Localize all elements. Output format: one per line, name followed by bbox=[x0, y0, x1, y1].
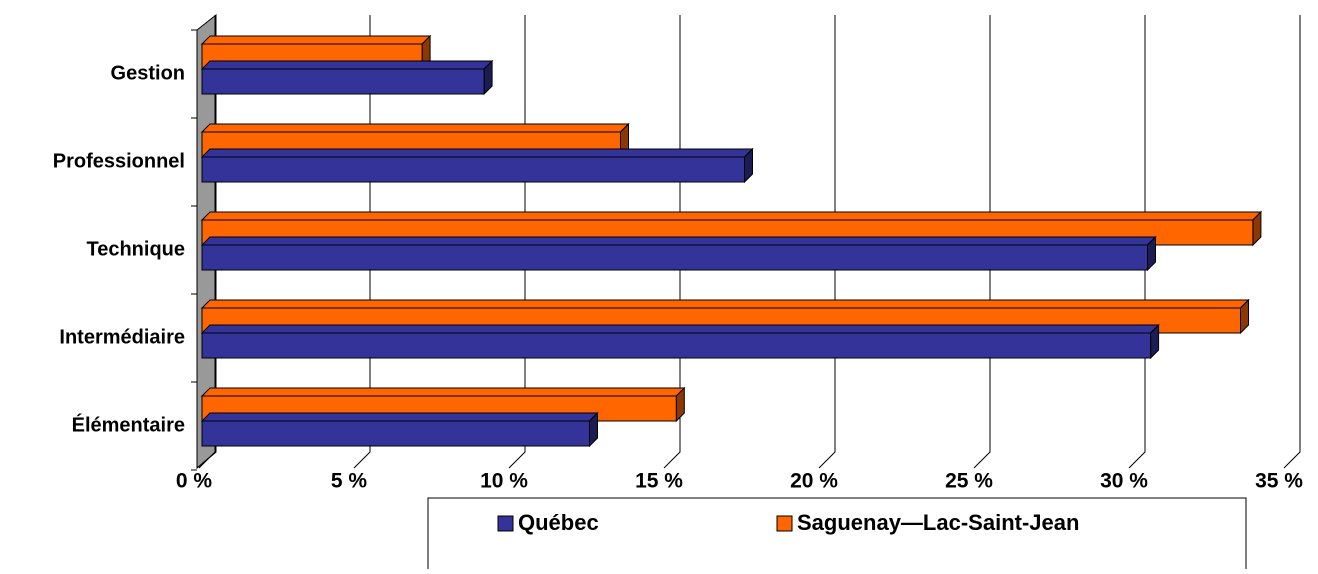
bar bbox=[200, 59, 494, 96]
legend bbox=[427, 497, 1247, 574]
y-tick-label: Technique bbox=[86, 238, 185, 260]
x-tick-label: 10 % bbox=[480, 470, 528, 493]
bar bbox=[200, 147, 754, 184]
y-tick-label: Intermédiaire bbox=[59, 326, 185, 348]
x-tick-label: 5 % bbox=[331, 470, 368, 493]
legend-swatch bbox=[776, 515, 793, 532]
grid-line bbox=[973, 15, 991, 469]
y-tick-label: Professionnel bbox=[53, 150, 185, 172]
x-tick-label: 30 % bbox=[1100, 470, 1148, 493]
bar bbox=[200, 235, 1157, 272]
grid-line bbox=[1128, 15, 1146, 469]
grid-line bbox=[1283, 15, 1301, 469]
legend-label: Saguenay—Lac-Saint-Jean bbox=[797, 510, 1079, 535]
y-tick-label: Élémentaire bbox=[72, 413, 185, 436]
legend-swatch bbox=[497, 515, 514, 532]
x-tick-label: 25 % bbox=[945, 470, 993, 493]
bar bbox=[200, 323, 1160, 360]
x-tick-label: 15 % bbox=[635, 470, 683, 493]
x-tick-label: 20 % bbox=[790, 470, 838, 493]
bar bbox=[200, 411, 599, 448]
grid-line bbox=[818, 15, 836, 469]
x-tick-label: 0 % bbox=[176, 470, 213, 493]
legend-label: Québec bbox=[518, 510, 599, 535]
x-tick-label: 35 % bbox=[1255, 470, 1303, 493]
y-tick-label: Gestion bbox=[111, 62, 185, 84]
